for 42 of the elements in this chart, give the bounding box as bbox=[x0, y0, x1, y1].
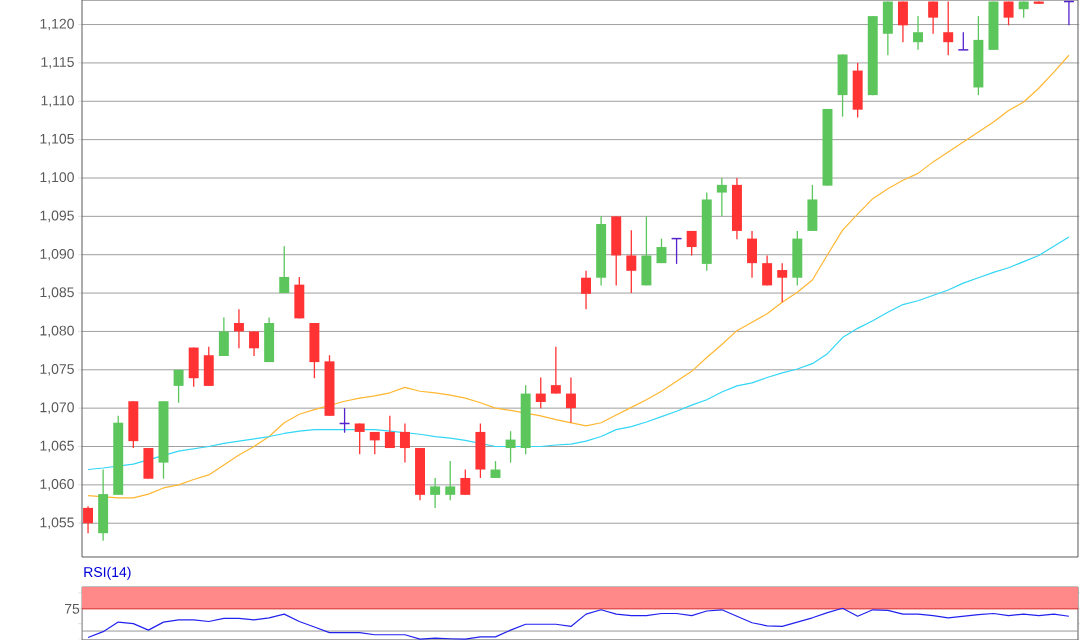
y-tick-label: 1,120 bbox=[40, 18, 74, 31]
y-tick-label: 1,055 bbox=[40, 517, 74, 530]
candlestick bbox=[581, 270, 592, 310]
candlestick bbox=[535, 376, 546, 409]
y-tick-label: 1,065 bbox=[40, 440, 74, 453]
chart-title: RSI(14) bbox=[84, 566, 131, 580]
candlestick bbox=[460, 468, 471, 496]
candlestick bbox=[762, 254, 773, 287]
candlestick bbox=[928, 0, 939, 35]
candlestick bbox=[505, 430, 516, 464]
y-tick-label: 1,060 bbox=[40, 479, 74, 491]
candlestick bbox=[656, 237, 667, 264]
candlestick bbox=[686, 230, 697, 257]
candlestick bbox=[716, 177, 727, 217]
y-tick-label: 1,080 bbox=[40, 325, 74, 338]
candlestick bbox=[550, 346, 561, 395]
candlestick bbox=[430, 477, 441, 509]
candlestick bbox=[354, 422, 365, 455]
candlestick bbox=[233, 308, 244, 349]
candlestick bbox=[249, 330, 260, 357]
y-tick-label: 1,090 bbox=[40, 248, 74, 261]
y-tick-label: 1,105 bbox=[40, 133, 74, 146]
y-tick-label: 1,115 bbox=[41, 57, 74, 69]
candlestick bbox=[943, 0, 954, 56]
band-label: 75 bbox=[64, 603, 80, 614]
y-tick-label: 1,070 bbox=[40, 402, 74, 414]
y-tick-label: 1,095 bbox=[40, 210, 74, 223]
candlestick bbox=[384, 415, 395, 449]
y-tick-label: 1,100 bbox=[40, 172, 74, 184]
candlestick bbox=[897, 0, 908, 43]
candlestick bbox=[279, 245, 290, 294]
candlestick bbox=[83, 505, 94, 534]
y-tick-label: 1,075 bbox=[40, 363, 74, 376]
candlestick bbox=[913, 15, 924, 51]
candlestick bbox=[173, 369, 184, 404]
y-tick-label: 1,110 bbox=[41, 95, 74, 108]
candlestick bbox=[399, 422, 410, 464]
candlestick bbox=[626, 229, 637, 294]
candlestick bbox=[565, 376, 576, 424]
candlestick bbox=[777, 262, 788, 303]
y-tick-label: 1,085 bbox=[40, 287, 74, 299]
candlestick bbox=[445, 460, 456, 501]
